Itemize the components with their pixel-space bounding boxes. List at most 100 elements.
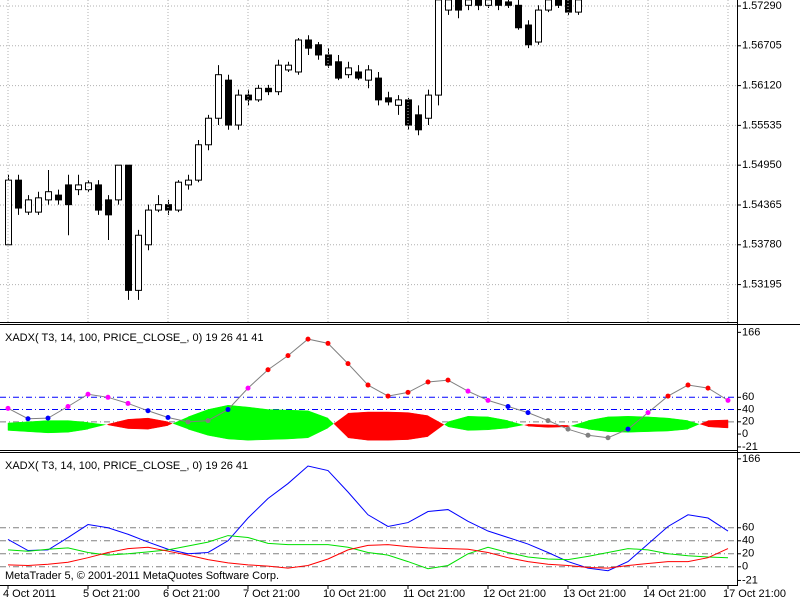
candle-body [135,234,142,291]
y-tick-label: 60 [742,522,754,534]
point [65,403,71,409]
candle-body [215,74,222,119]
copyright: MetaTrader 5, © 2001-2011 MetaQuotes Sof… [5,570,279,582]
candle-body [535,9,542,43]
cloud [524,424,528,427]
series-line [7,535,729,570]
x-tick-label: 12 Oct 21:00 [483,588,546,600]
x-tick-label: 10 Oct 21:00 [323,588,386,600]
point [145,408,151,414]
y-tick-label: 60 [742,391,754,403]
candle-body [545,0,552,11]
point [385,393,391,399]
candle-body [465,0,472,6]
cloud [287,409,309,440]
candle-body [175,181,182,211]
point [205,418,211,424]
candle-body [335,61,342,79]
cloud [106,424,108,425]
indicator-title: XADX( T3, 14, 100, PRICE_CLOSE_, 0) 19 2… [5,460,248,472]
point [285,353,291,359]
point [245,385,251,391]
cloud [247,406,269,441]
cloud [467,416,489,431]
point [545,418,551,424]
candle-body [455,0,462,11]
candle-body [265,87,272,93]
series-line [7,544,729,569]
indicator-title: XADX( T3, 14, 100, PRICE_CLOSE_, 0) 19 2… [5,332,263,344]
candle-body [45,191,52,201]
cloud [172,416,188,430]
y-tick-label: 1.54950 [742,159,782,171]
point [685,382,691,388]
series-line [7,465,729,572]
candle-body [125,164,132,291]
point [5,405,11,411]
point [645,410,651,416]
y-tick-label: 1.53195 [742,278,782,290]
candle-body [225,79,232,126]
cloud [570,420,588,430]
y-tick-label: 0 [742,428,748,440]
y-tick-label: 20 [742,416,754,428]
x-tick-label: 11 Oct 21:00 [403,588,465,600]
candle-body [375,77,382,101]
x-tick-label: 4 Oct 2011 [3,588,56,600]
y-tick-label: 1.54365 [742,199,782,211]
y-tick-label: 166 [742,326,760,338]
point [425,379,431,385]
x-tick-label: 7 Oct 21:00 [243,588,300,600]
point [585,432,591,438]
cloud [47,420,69,434]
candle-body [55,194,62,201]
y-tick-label: 0 [742,561,748,573]
cloud [7,421,29,432]
candle-body [75,184,82,191]
y-tick-label: 40 [742,535,754,547]
cloud [367,411,389,441]
candle-body [145,209,152,246]
cloud [707,419,729,429]
point [165,415,171,421]
x-tick-label: 6 Oct 21:00 [163,588,220,600]
candle-body [445,0,452,11]
y-tick-label: -21 [742,441,758,453]
cloud [428,415,445,437]
candle-body [415,114,422,131]
x-tick-label: 5 Oct 21:00 [83,588,140,600]
cloud [27,420,49,434]
cloud [227,404,249,441]
candle-body [185,179,192,186]
candle-body [485,0,492,6]
cloud [387,411,409,441]
candle-body [235,94,242,126]
point [105,394,111,400]
point [465,388,471,394]
x-tick-label: 13 Oct 21:00 [563,588,626,600]
cloud [328,418,334,428]
point [125,400,131,406]
x-tick-label: 14 Oct 21:00 [643,588,706,600]
point [325,340,331,346]
point [565,426,571,432]
candle-body [105,199,112,216]
point [25,416,31,422]
y-tick-label: 166 [742,453,760,465]
candle-body [505,1,512,6]
candle-body [95,184,102,211]
candle-body [155,204,162,211]
point [525,410,531,416]
candle-body [315,44,322,56]
candle-body [65,184,72,206]
candle-body [395,99,402,106]
point [365,382,371,388]
point [445,377,451,383]
cloud [508,420,524,428]
y-tick-label: 1.56705 [742,40,782,52]
cloud [627,416,649,433]
indicator-pane: XADX( T3, 14, 100, PRICE_CLOSE_, 0) 19 2… [0,460,737,582]
